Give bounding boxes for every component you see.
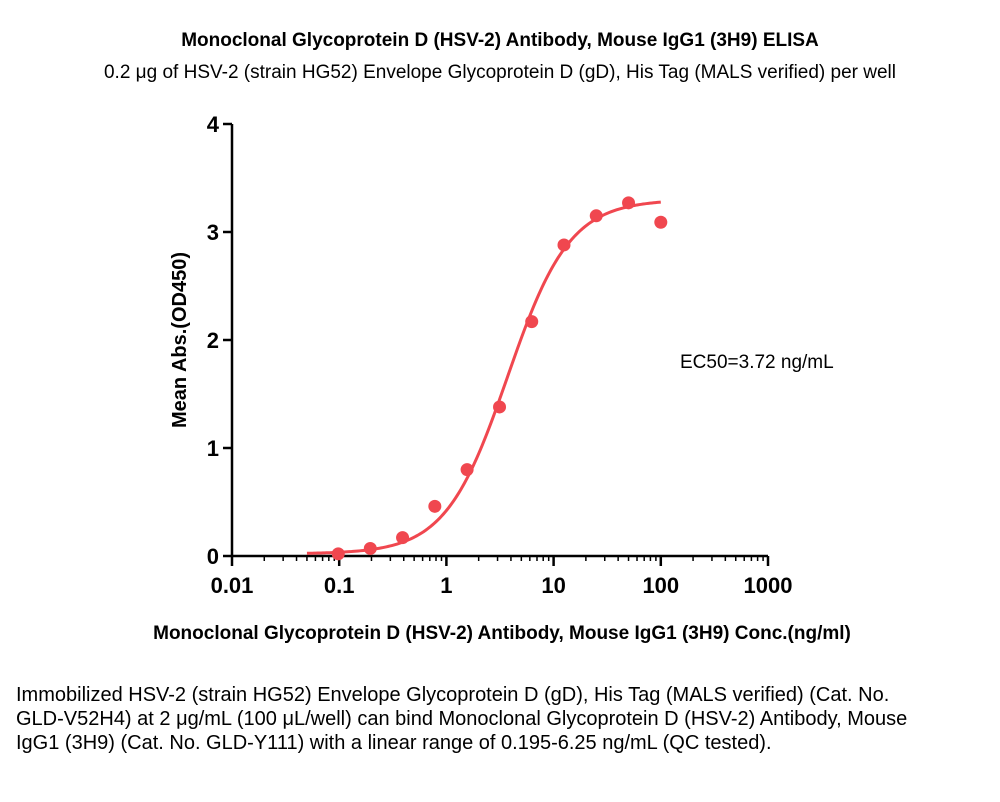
chart-title: Monoclonal Glycoprotein D (HSV-2) Antibo… [181,30,819,51]
data-point [363,541,377,555]
y-tick-label: 0 [207,544,219,569]
ec50-annotation: EC50=3.72 ng/mL [680,352,834,373]
data-point [557,238,571,252]
y-tick-label: 2 [207,328,219,353]
data-point [525,315,539,329]
x-tick-label: 100 [642,573,679,598]
x-tick-label: 1000 [744,573,793,598]
fit-curve [306,200,661,555]
data-point [654,215,668,229]
data-point [331,547,345,561]
data-points [331,196,668,561]
data-point [460,463,474,477]
data-point [428,499,442,513]
x-tick-label: 0.1 [324,573,355,598]
data-point [396,531,410,545]
chart-subtitle: 0.2 μg of HSV-2 (strain HG52) Envelope G… [103,62,897,83]
y-tick-label: 1 [207,436,219,461]
x-axis-label: Monoclonal Glycoprotein D (HSV-2) Antibo… [153,623,851,644]
x-tick-label: 0.01 [211,573,254,598]
y-tick-label: 3 [207,220,219,245]
x-tick-label: 1 [440,573,452,598]
figure-caption: Immobilized HSV-2 (strain HG52) Envelope… [16,684,908,754]
data-point [622,196,636,210]
x-tick-label: 10 [541,573,565,598]
data-point [589,209,603,223]
chart-axes: 0 1 2 3 4 0.01 0.1 1 10 100 1000 [207,112,793,598]
y-tick-label: 4 [207,112,220,137]
data-point [493,400,507,414]
y-axis-label: Mean Abs.(OD450) [169,252,191,428]
